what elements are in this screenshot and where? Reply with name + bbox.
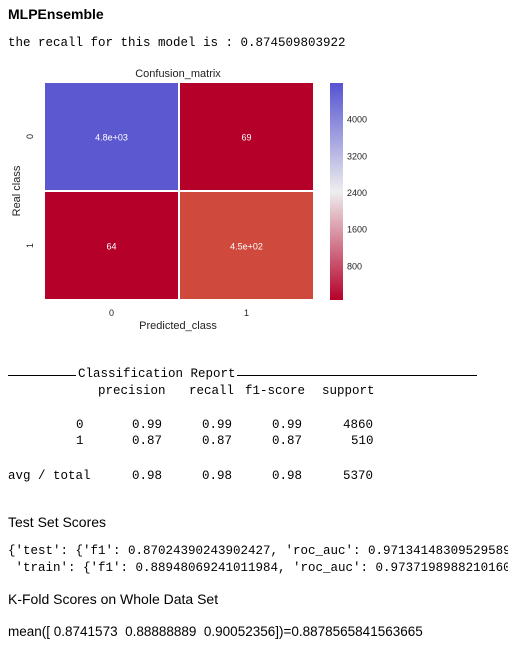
colorbar xyxy=(330,83,343,300)
report-cell: 0.98 xyxy=(202,469,233,483)
kfold-heading: K-Fold Scores on Whole Data Set xyxy=(8,591,219,607)
heatmap-cell-label: 69 xyxy=(241,133,251,143)
colorbar-tick-label: 3200 xyxy=(347,151,367,161)
classification-report-title: Classification Report xyxy=(77,367,237,381)
y-tick-label: 0 xyxy=(25,134,35,139)
x-tick-label: 0 xyxy=(109,308,114,318)
train-scores-output: 'train': {'f1': 0.88948069241011984, 'ro… xyxy=(8,561,508,575)
report-header-support: support xyxy=(322,384,375,398)
test-scores-heading: Test Set Scores xyxy=(8,514,107,530)
report-cell: 0.87 xyxy=(202,434,233,448)
report-rule-right xyxy=(226,375,477,376)
colorbar-tick-label: 2400 xyxy=(347,188,367,198)
x-tick-label: 1 xyxy=(244,308,249,318)
report-total-label: avg / total xyxy=(8,469,91,483)
report-header-precision: precision xyxy=(98,384,166,398)
colorbar-tick-label: 800 xyxy=(347,261,362,271)
report-cell: 4860 xyxy=(343,418,374,432)
report-cell: 5370 xyxy=(343,469,374,483)
report-cell: 0.87 xyxy=(132,434,163,448)
report-cell: 510 xyxy=(351,434,374,448)
report-cell: 0.98 xyxy=(272,469,303,483)
report-cell: 0.98 xyxy=(132,469,163,483)
heatmap-cell-label: 4.5e+02 xyxy=(230,242,263,252)
kfold-output: mean([ 0.8741573 0.88888889 0.90052356])… xyxy=(8,624,423,639)
report-row-label: 0 xyxy=(76,418,84,432)
heatmap-cell-label: 4.8e+03 xyxy=(95,133,128,143)
heatmap-cell xyxy=(180,192,313,299)
heatmap-cell-label: 64 xyxy=(106,242,116,252)
report-cell: 0.99 xyxy=(132,418,163,432)
report-header-recall: recall xyxy=(189,384,235,398)
heatmap-cell xyxy=(45,83,178,190)
model-name-heading: MLPEnsemble xyxy=(8,6,104,22)
y-axis-label: Real class xyxy=(11,165,23,216)
report-cell: 0.87 xyxy=(272,434,303,448)
report-row-label: 1 xyxy=(76,434,84,448)
test-scores-output: {'test': {'f1': 0.87024390243902427, 'ro… xyxy=(8,544,508,558)
confusion-matrix-chart: Confusion_matrix 4.8e+03 69 64 4.5e+02 0 1 0 1 Pr… xyxy=(11,68,367,332)
report-rule-left xyxy=(8,375,76,376)
colorbar-tick-label: 4000 xyxy=(347,115,367,125)
recall-output: the recall for this model is : 0.8745098… xyxy=(8,36,346,50)
chart-title: Confusion_matrix xyxy=(135,68,221,80)
heatmap-cell xyxy=(180,83,313,190)
x-axis-label: Predicted_class xyxy=(139,320,217,332)
colorbar-tick-label: 1600 xyxy=(347,225,367,235)
report-cell: 0.99 xyxy=(272,418,303,432)
report-header-f1: f1-score xyxy=(245,384,306,398)
report-cell: 0.99 xyxy=(202,418,233,432)
heatmap-cell xyxy=(45,192,178,299)
y-tick-label: 1 xyxy=(25,243,35,248)
